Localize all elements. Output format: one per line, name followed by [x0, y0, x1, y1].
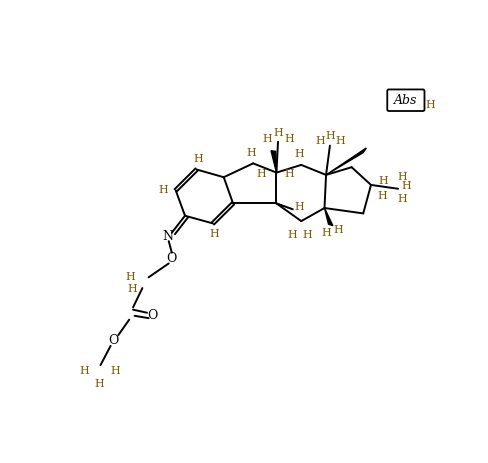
Text: O: O	[166, 251, 177, 264]
Text: H: H	[426, 100, 436, 110]
Text: H: H	[159, 185, 168, 195]
Text: H: H	[287, 230, 297, 240]
Text: Abs: Abs	[394, 94, 418, 106]
Text: H: H	[256, 169, 266, 179]
Polygon shape	[326, 148, 366, 175]
Text: H: H	[325, 131, 335, 141]
Text: H: H	[127, 284, 137, 294]
Text: H: H	[379, 176, 388, 186]
Text: H: H	[335, 136, 345, 146]
Text: H: H	[377, 191, 386, 200]
Polygon shape	[271, 151, 276, 173]
Text: H: H	[315, 136, 325, 146]
Text: H: H	[126, 272, 136, 282]
Text: N: N	[163, 230, 173, 243]
Text: H: H	[80, 366, 89, 376]
Text: H: H	[334, 225, 344, 235]
Text: H: H	[284, 134, 294, 144]
Text: H: H	[262, 134, 272, 144]
Text: H: H	[193, 154, 203, 164]
Text: H: H	[273, 128, 283, 138]
Text: H: H	[303, 230, 312, 240]
Text: H: H	[110, 366, 120, 376]
FancyBboxPatch shape	[387, 89, 425, 111]
Text: H: H	[95, 379, 104, 388]
Text: H: H	[209, 229, 219, 239]
Text: O: O	[147, 308, 158, 321]
Text: H: H	[402, 181, 411, 192]
Text: H: H	[295, 149, 305, 159]
Text: H: H	[397, 172, 407, 182]
Text: H: H	[284, 169, 294, 179]
Text: H: H	[247, 148, 257, 157]
Text: O: O	[108, 334, 119, 347]
Polygon shape	[325, 208, 333, 226]
Text: H: H	[295, 202, 305, 212]
Text: H: H	[397, 194, 407, 204]
Text: H: H	[321, 228, 331, 238]
